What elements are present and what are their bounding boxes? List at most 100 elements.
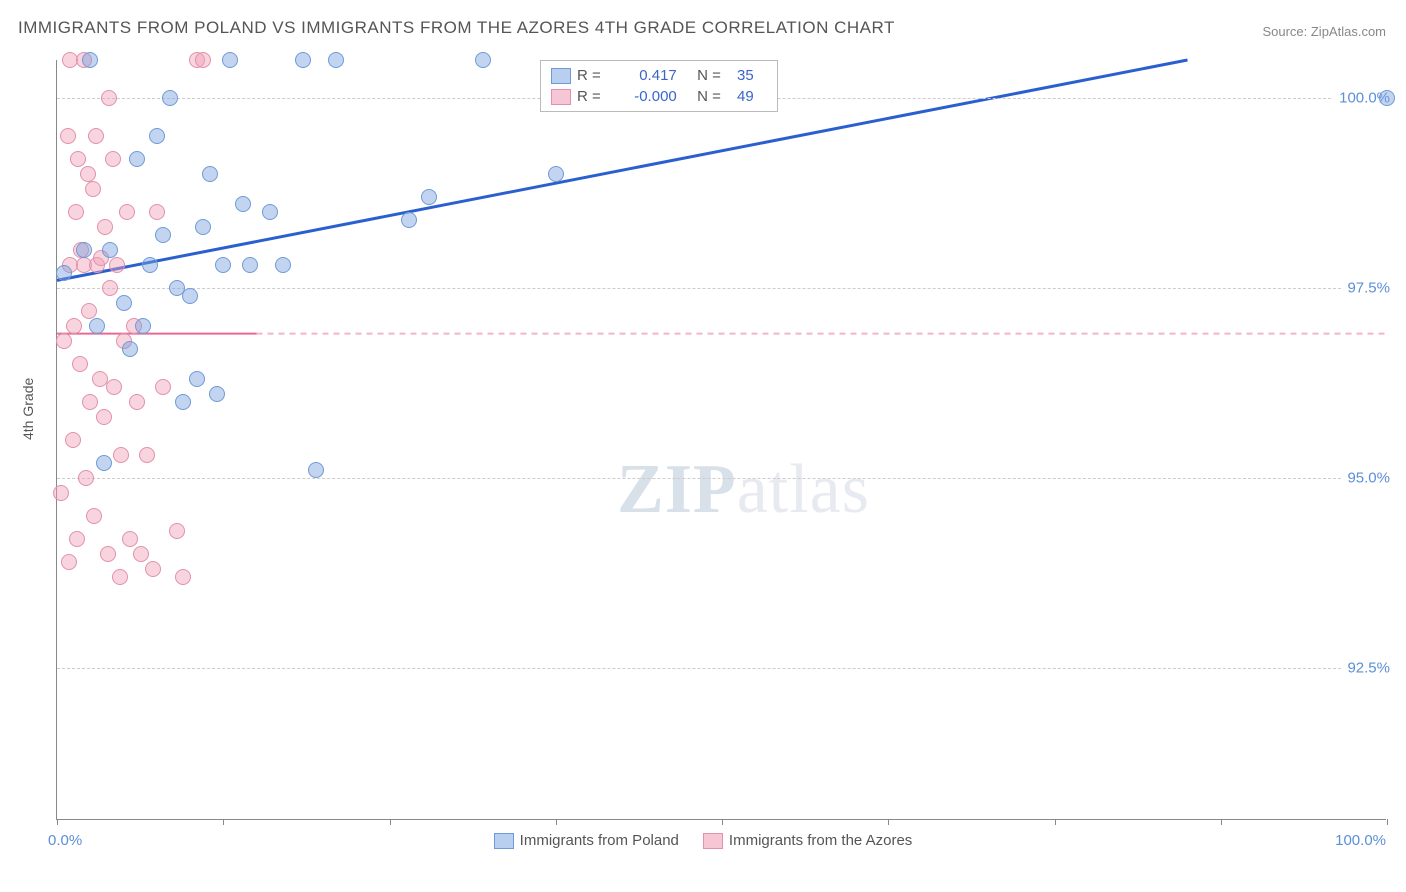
data-point-azores	[65, 432, 81, 448]
gridline-h	[57, 288, 1386, 289]
data-point-azores	[122, 531, 138, 547]
data-point-azores	[169, 523, 185, 539]
correlation-legend: R = 0.417 N = 35 R =-0.000 N = 49	[540, 60, 778, 112]
watermark-light: atlas	[737, 451, 870, 528]
data-point-azores	[60, 128, 76, 144]
data-point-poland	[102, 242, 118, 258]
data-point-poland	[142, 257, 158, 273]
y-tick-label: 95.0%	[1341, 470, 1390, 487]
x-tick	[223, 819, 224, 825]
data-point-poland	[189, 371, 205, 387]
data-point-poland	[262, 204, 278, 220]
chart-title: IMMIGRANTS FROM POLAND VS IMMIGRANTS FRO…	[18, 18, 895, 38]
data-point-azores	[66, 318, 82, 334]
data-point-azores	[101, 90, 117, 106]
data-point-azores	[149, 204, 165, 220]
watermark-bold: ZIP	[617, 451, 737, 528]
data-point-poland	[235, 196, 251, 212]
data-point-poland	[202, 166, 218, 182]
legend-n-prefix: N =	[697, 88, 721, 105]
x-tick	[1055, 819, 1056, 825]
x-axis-max-label: 100.0%	[1335, 832, 1386, 849]
data-point-poland	[328, 52, 344, 68]
source-attribution: Source: ZipAtlas.com	[1262, 24, 1386, 39]
data-point-azores	[133, 546, 149, 562]
data-point-poland	[1379, 90, 1395, 106]
data-point-poland	[116, 295, 132, 311]
x-tick	[1387, 819, 1388, 825]
x-tick	[888, 819, 889, 825]
series-legend: Immigrants from Poland Immigrants from th…	[0, 832, 1406, 853]
data-point-poland	[421, 189, 437, 205]
y-tick-label: 97.5%	[1341, 280, 1390, 297]
data-point-poland	[96, 455, 112, 471]
legend-n-value-poland: 35	[737, 67, 767, 84]
data-point-azores	[97, 219, 113, 235]
legend-swatch-azores	[551, 89, 571, 105]
data-point-poland	[475, 52, 491, 68]
legend-row-poland: R = 0.417 N = 35	[551, 65, 767, 86]
data-point-azores	[100, 546, 116, 562]
regression-lines-layer	[57, 60, 1386, 819]
data-point-poland	[242, 257, 258, 273]
gridline-h	[57, 478, 1386, 479]
data-point-poland	[222, 52, 238, 68]
data-point-azores	[109, 257, 125, 273]
data-point-azores	[68, 204, 84, 220]
legend-n-prefix: N =	[697, 67, 721, 84]
data-point-azores	[129, 394, 145, 410]
data-point-poland	[401, 212, 417, 228]
data-point-azores	[78, 470, 94, 486]
x-tick	[722, 819, 723, 825]
data-point-poland	[82, 52, 98, 68]
data-point-poland	[182, 288, 198, 304]
data-point-azores	[96, 409, 112, 425]
legend-bottom-swatch-poland	[494, 833, 514, 849]
data-point-poland	[548, 166, 564, 182]
legend-r-value-poland: 0.417	[607, 67, 677, 84]
y-tick-label: 92.5%	[1341, 660, 1390, 677]
legend-swatch-poland	[551, 68, 571, 84]
legend-bottom-label-azores: Immigrants from the Azores	[729, 832, 912, 849]
data-point-azores	[72, 356, 88, 372]
data-point-poland	[129, 151, 145, 167]
data-point-poland	[155, 227, 171, 243]
data-point-azores	[82, 394, 98, 410]
data-point-poland	[295, 52, 311, 68]
gridline-h	[57, 668, 1386, 669]
data-point-poland	[308, 462, 324, 478]
data-point-azores	[61, 554, 77, 570]
legend-bottom-swatch-azores	[703, 833, 723, 849]
data-point-poland	[122, 341, 138, 357]
legend-r-prefix: R =	[577, 67, 601, 84]
data-point-poland	[56, 265, 72, 281]
data-point-poland	[76, 242, 92, 258]
data-point-azores	[92, 371, 108, 387]
legend-bottom-item-poland: Immigrants from Poland	[494, 832, 679, 849]
x-axis-min-label: 0.0%	[48, 832, 82, 849]
data-point-azores	[102, 280, 118, 296]
data-point-azores	[145, 561, 161, 577]
data-point-azores	[88, 128, 104, 144]
data-point-azores	[56, 333, 72, 349]
x-tick	[1221, 819, 1222, 825]
data-point-poland	[149, 128, 165, 144]
legend-bottom-item-azores: Immigrants from the Azores	[703, 832, 912, 849]
data-point-azores	[80, 166, 96, 182]
x-tick	[556, 819, 557, 825]
data-point-poland	[89, 318, 105, 334]
legend-row-azores: R =-0.000 N = 49	[551, 86, 767, 107]
legend-n-value-azores: 49	[737, 88, 767, 105]
data-point-poland	[275, 257, 291, 273]
data-point-azores	[175, 569, 191, 585]
data-point-azores	[106, 379, 122, 395]
data-point-azores	[113, 447, 129, 463]
data-point-azores	[85, 181, 101, 197]
data-point-poland	[175, 394, 191, 410]
data-point-azores	[86, 508, 102, 524]
x-tick	[57, 819, 58, 825]
data-point-azores	[53, 485, 69, 501]
data-point-azores	[70, 151, 86, 167]
legend-r-prefix: R =	[577, 88, 601, 105]
data-point-azores	[69, 531, 85, 547]
